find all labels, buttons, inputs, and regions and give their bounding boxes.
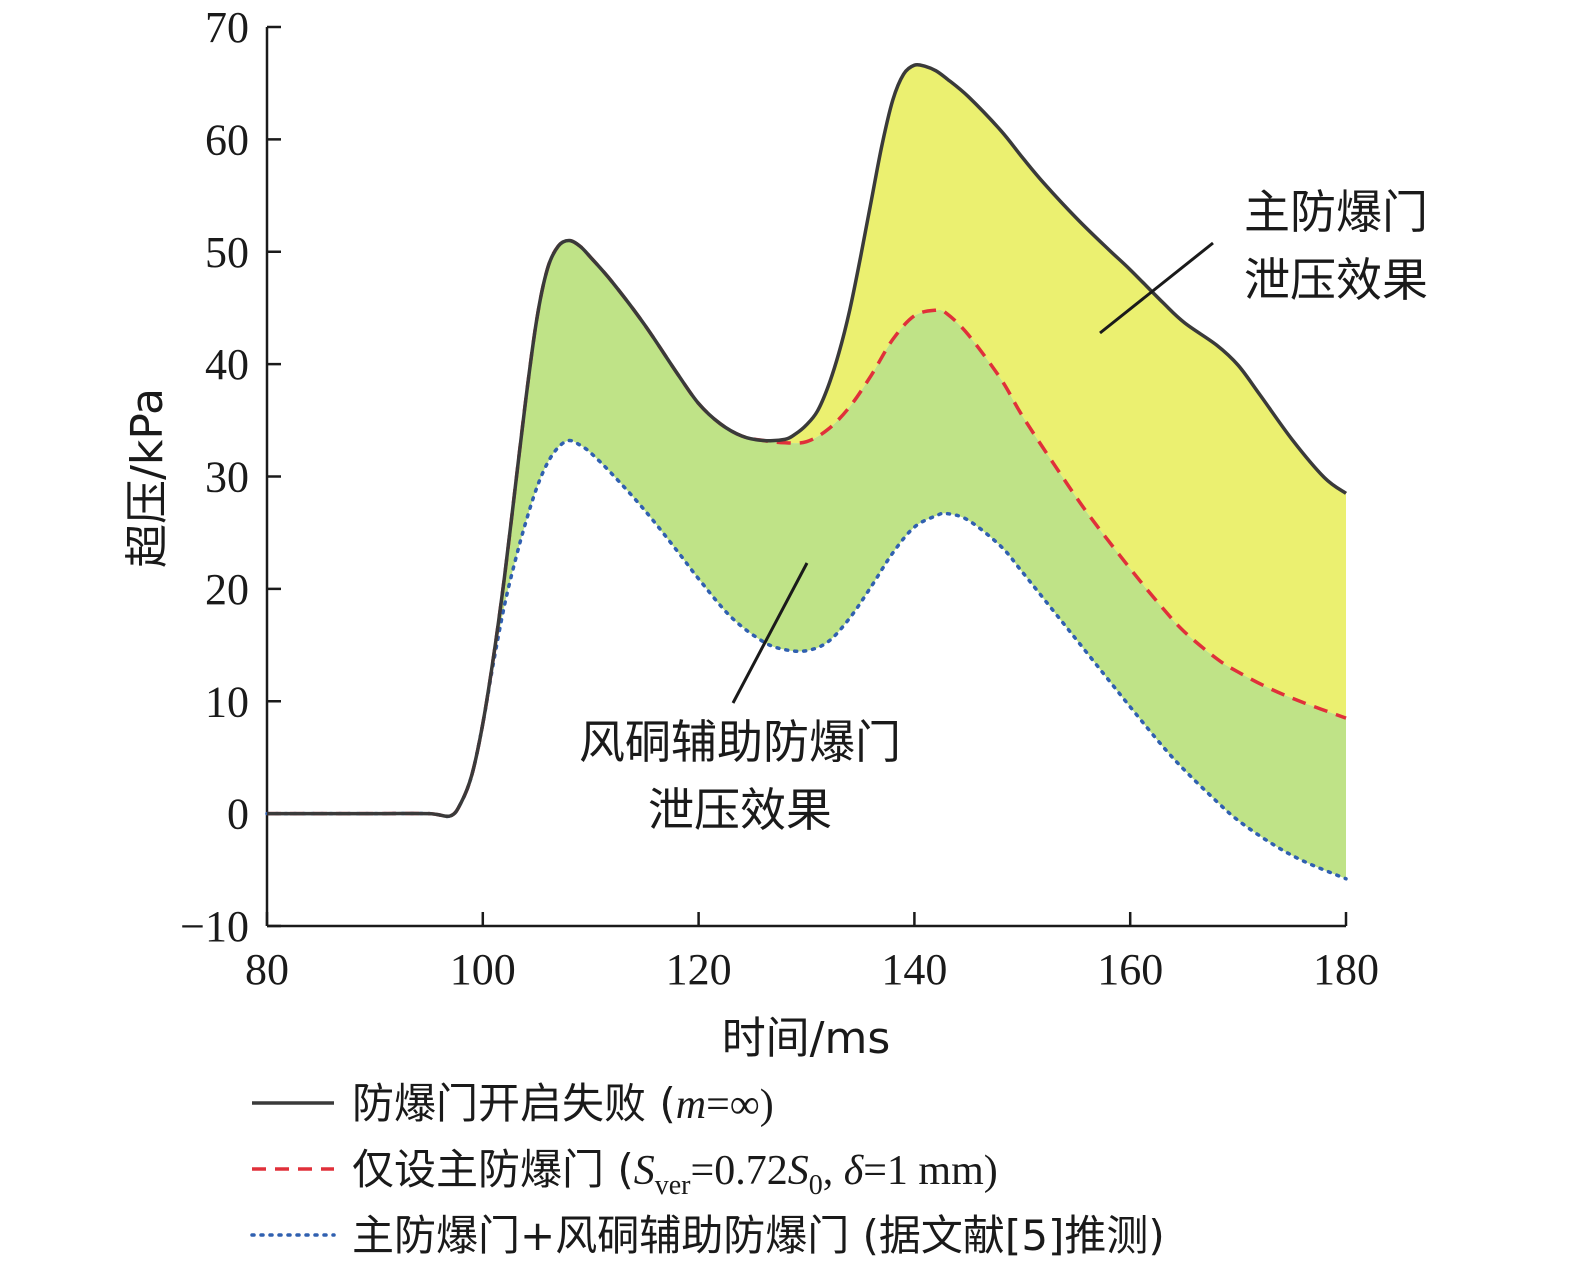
x-tick-label: 180	[1313, 945, 1379, 994]
aux-relief-leader-line	[731, 562, 809, 704]
series-line-combined	[265, 438, 1348, 881]
axes: 80 100 120 140 160 180 −10 0 10 20 30 40 50 60 70 时间/…	[122, 3, 1379, 1064]
y-tick-label: 20	[205, 565, 249, 614]
legend-label-main: 仅设主防爆门 (Sver=0.72S0, δ=1 mm)	[352, 1145, 998, 1201]
x-tick-label: 80	[245, 945, 289, 994]
y-tick-label: 0	[227, 790, 249, 839]
y-ticks: −10 0 10 20 30 40 50 60 70	[180, 3, 281, 951]
series-lines	[265, 62, 1348, 881]
y-axis-title: 超压/kPa	[122, 388, 173, 568]
legend-label-fail: 防爆门开启失败 (m=∞)	[352, 1079, 774, 1128]
y-tick-label: 50	[205, 228, 249, 277]
y-tick-label: 10	[205, 677, 249, 726]
y-tick-label: 60	[205, 115, 249, 164]
y-tick-label: −10	[180, 902, 249, 951]
x-tick-label: 140	[881, 945, 947, 994]
aux-relief-annotation-line1: 风硐辅助防爆门	[579, 715, 901, 769]
aux-relief-annotation-line2: 泄压效果	[648, 783, 832, 837]
legend: 防爆门开启失败 (m=∞) 仅设主防爆门 (Sver=0.72S0, δ=1 m…	[250, 1079, 1165, 1260]
legend-label-combined: 主防爆门+风硐辅助防爆门 (据文献[5]推测)	[352, 1211, 1165, 1260]
y-tick-label: 30	[205, 453, 249, 502]
main-relief-annotation-line2: 泄压效果	[1244, 253, 1428, 307]
y-tick-label: 70	[205, 3, 249, 52]
x-ticks: 80 100 120 140 160 180	[245, 912, 1379, 994]
x-axis-title: 时间/ms	[722, 1013, 891, 1064]
main-relief-annotation-line1: 主防爆门	[1244, 185, 1428, 239]
y-tick-label: 40	[205, 340, 249, 389]
aux-door-relief-fill	[267, 240, 1346, 879]
annotations: 主防爆门 泄压效果 风硐辅助防爆门 泄压效果	[579, 185, 1428, 837]
x-tick-label: 160	[1097, 945, 1163, 994]
main-relief-leader-line	[1099, 241, 1214, 335]
x-tick-label: 120	[666, 945, 732, 994]
series-line-fail	[267, 62, 1348, 819]
x-tick-label: 100	[450, 945, 516, 994]
